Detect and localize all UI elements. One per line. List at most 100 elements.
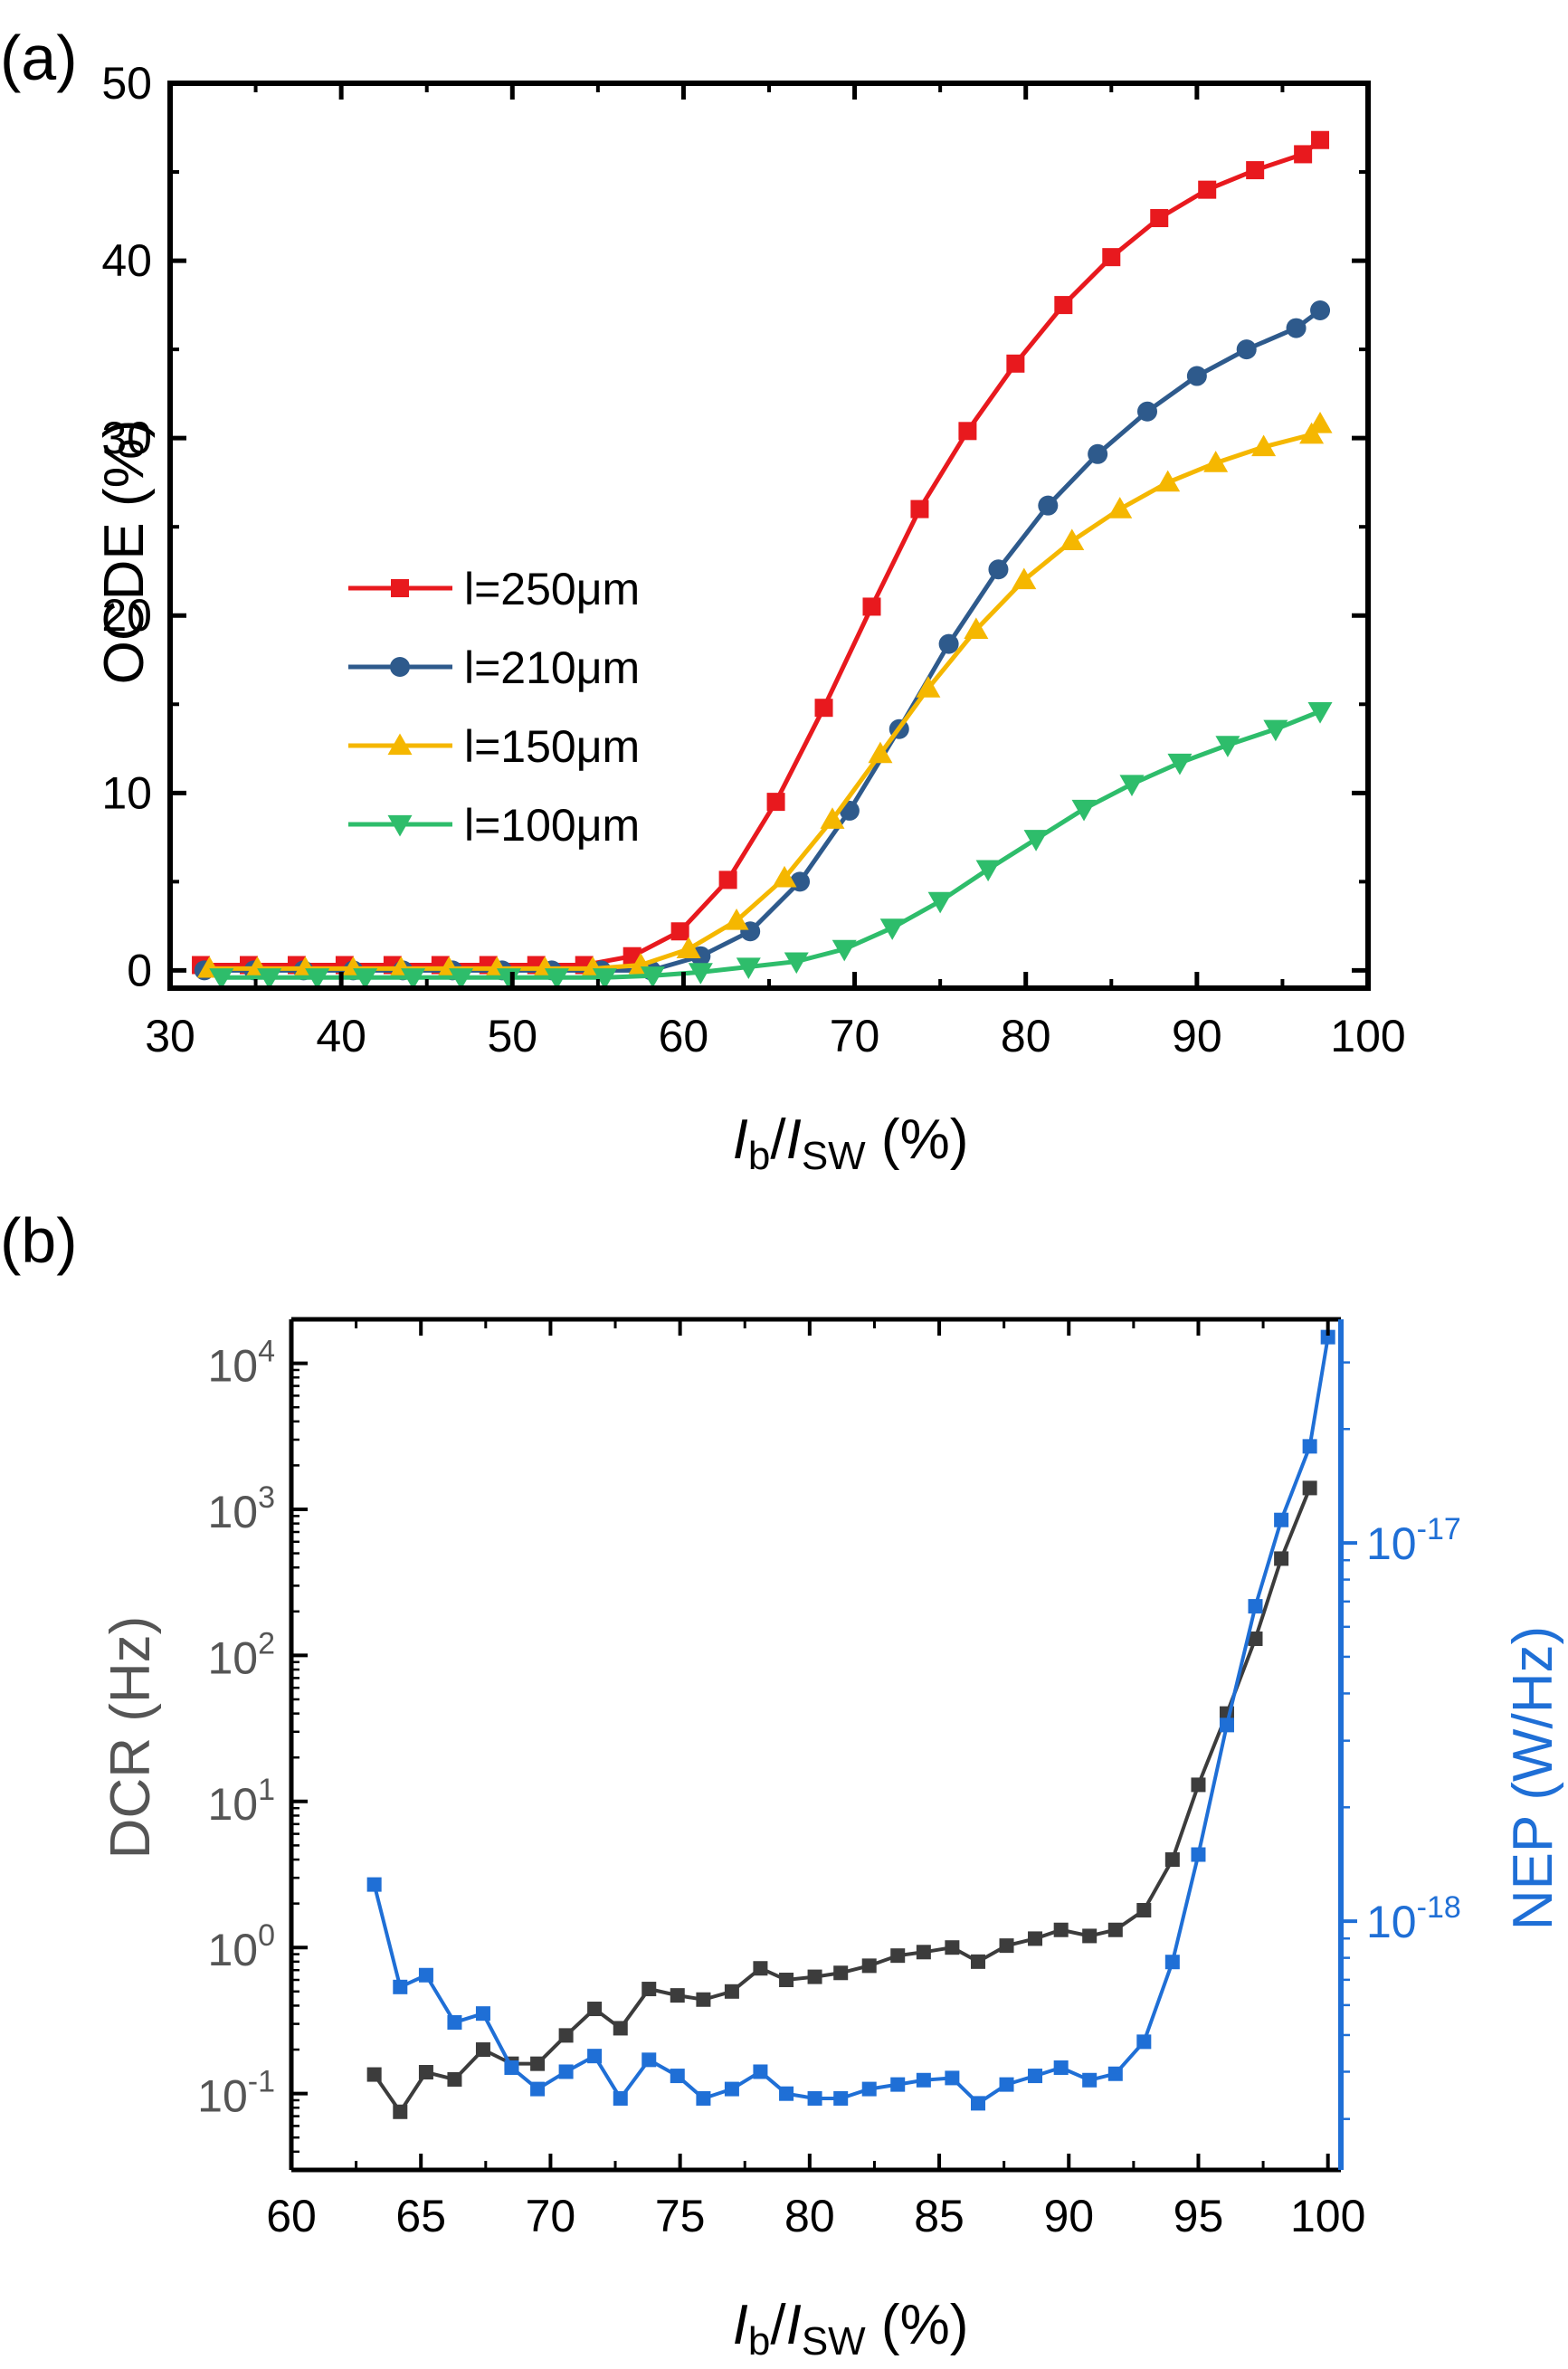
panel-b-right-y-axis-title: NEP (W/Hz) bbox=[1502, 1626, 1564, 1930]
x-tick-label-5: 85 bbox=[914, 2191, 965, 2241]
y-tick-label-5: 50 bbox=[101, 58, 152, 109]
y-tick-label-1: 10 bbox=[101, 767, 152, 818]
data-point-nep-29 bbox=[1164, 1955, 1180, 1970]
data-point-s3-12 bbox=[784, 952, 809, 975]
data-point-dcr-2 bbox=[418, 2065, 433, 2080]
y-left-tick-label-3: 102 bbox=[207, 1626, 275, 1683]
data-point-s2-17 bbox=[1012, 567, 1037, 590]
x-tick-label-2: 50 bbox=[487, 1011, 537, 1061]
data-point-nep-15 bbox=[779, 2086, 794, 2101]
x-tick-label-3: 75 bbox=[655, 2191, 706, 2241]
data-point-nep-34 bbox=[1302, 1439, 1317, 1454]
legend-marker-1 bbox=[390, 657, 410, 677]
data-point-nep-4 bbox=[475, 2006, 490, 2022]
data-point-dcr-25 bbox=[1053, 1922, 1069, 1937]
data-point-dcr-10 bbox=[641, 1982, 657, 1997]
data-point-s2-18 bbox=[1060, 528, 1085, 551]
data-point-dcr-20 bbox=[916, 1945, 931, 1960]
y-left-tick-label-1: 100 bbox=[207, 1918, 275, 1975]
data-point-s2-20 bbox=[1155, 470, 1181, 492]
x-title-sub-b: b bbox=[748, 2319, 770, 2364]
x-tick-label-4: 80 bbox=[784, 2191, 835, 2241]
x-tick-label-8: 100 bbox=[1290, 2191, 1365, 2241]
data-point-dcr-34 bbox=[1302, 1480, 1317, 1496]
x-tick-label-6: 90 bbox=[1172, 1011, 1222, 1061]
data-point-nep-6 bbox=[530, 2081, 546, 2097]
data-point-s1-16 bbox=[988, 559, 1009, 580]
data-point-s0-13 bbox=[814, 699, 833, 718]
data-point-s0-22 bbox=[1246, 161, 1265, 180]
data-point-s0-20 bbox=[1150, 209, 1169, 228]
legend-label-2: l=150μm bbox=[464, 721, 640, 772]
data-point-s0-16 bbox=[958, 422, 977, 441]
y-right-tick-label-1: 10-17 bbox=[1366, 1512, 1461, 1569]
data-point-s2-24 bbox=[1307, 411, 1333, 433]
data-point-s3-21 bbox=[1215, 736, 1240, 757]
data-point-s2-12 bbox=[772, 865, 797, 888]
data-point-nep-12 bbox=[696, 2090, 711, 2106]
legend-marker-3 bbox=[387, 814, 413, 837]
data-point-dcr-8 bbox=[587, 2002, 603, 2017]
y-left-tick-label-5: 104 bbox=[207, 1335, 275, 1392]
data-point-s3-3 bbox=[353, 968, 378, 990]
data-point-s3-15 bbox=[927, 891, 953, 914]
x-title-sub-b: b bbox=[748, 1134, 770, 1178]
data-point-nep-27 bbox=[1107, 2066, 1123, 2081]
x-title-unit: (%) bbox=[866, 1108, 969, 1171]
data-point-dcr-29 bbox=[1164, 1852, 1180, 1868]
x-title-i-b: I bbox=[733, 2294, 748, 2356]
x-title-slash: / bbox=[770, 1108, 786, 1171]
data-point-s3-16 bbox=[975, 860, 1001, 882]
data-point-s1-15 bbox=[938, 633, 959, 654]
data-point-dcr-12 bbox=[696, 1992, 711, 2007]
panel-a-y-axis-title: OCDE (%) bbox=[93, 420, 156, 685]
data-point-s3-4 bbox=[401, 968, 426, 990]
data-point-s0-12 bbox=[766, 793, 785, 812]
data-point-s3-2 bbox=[305, 968, 330, 990]
data-point-s2-21 bbox=[1203, 451, 1229, 472]
data-point-s3-8 bbox=[592, 968, 617, 990]
data-point-s0-23 bbox=[1294, 145, 1313, 164]
data-point-nep-0 bbox=[366, 1877, 382, 1892]
data-point-nep-2 bbox=[418, 1967, 433, 1983]
data-point-s3-14 bbox=[879, 918, 905, 940]
plot-frame bbox=[167, 81, 1371, 991]
data-point-dcr-0 bbox=[366, 2067, 382, 2082]
y-left-tick-label-4: 103 bbox=[207, 1480, 275, 1537]
data-point-dcr-27 bbox=[1107, 1922, 1123, 1937]
data-point-nep-26 bbox=[1082, 2072, 1098, 2088]
data-point-dcr-3 bbox=[447, 2071, 462, 2087]
data-point-dcr-1 bbox=[393, 2104, 408, 2119]
data-point-s2-19 bbox=[1107, 497, 1133, 519]
data-point-nep-22 bbox=[971, 2096, 986, 2111]
data-point-dcr-19 bbox=[890, 1948, 906, 1964]
data-point-s0-19 bbox=[1102, 248, 1121, 267]
data-point-nep-24 bbox=[1028, 2069, 1043, 2084]
data-point-s3-9 bbox=[640, 966, 665, 988]
panel-b-axes: 60 65 70 75 80 85 90 95 100 10-1 100 101 102 103 104 10… bbox=[197, 1317, 1461, 2241]
data-point-s2-16 bbox=[964, 617, 989, 640]
panel-a-legend: l=250μm l=210μm l=150μm l=100μm bbox=[348, 564, 640, 851]
data-point-dcr-7 bbox=[558, 2028, 574, 2043]
data-point-nep-8 bbox=[587, 2049, 603, 2064]
legend-label-0: l=250μm bbox=[464, 564, 640, 614]
x-tick-label-3: 60 bbox=[659, 1011, 709, 1061]
x-tick-label-7: 95 bbox=[1174, 2191, 1224, 2241]
data-point-nep-11 bbox=[670, 2069, 685, 2084]
x-tick-label-0: 30 bbox=[145, 1011, 195, 1061]
data-point-s3-18 bbox=[1071, 799, 1097, 822]
data-point-nep-28 bbox=[1136, 2034, 1152, 2050]
panel-b-series bbox=[366, 1329, 1335, 2119]
x-tick-label-1: 65 bbox=[395, 2191, 446, 2241]
x-title-i-b: I bbox=[733, 1108, 748, 1171]
data-point-dcr-26 bbox=[1082, 1928, 1098, 1944]
data-point-nep-23 bbox=[999, 2077, 1014, 2092]
data-point-dcr-13 bbox=[724, 1984, 739, 1999]
data-point-dcr-11 bbox=[670, 1988, 685, 2003]
data-point-dcr-33 bbox=[1274, 1551, 1289, 1566]
data-point-dcr-4 bbox=[475, 2042, 490, 2058]
data-point-nep-35 bbox=[1320, 1329, 1335, 1345]
data-point-nep-20 bbox=[916, 2072, 931, 2088]
data-point-nep-14 bbox=[753, 2064, 768, 2079]
x-tick-label-4: 70 bbox=[830, 1011, 880, 1061]
